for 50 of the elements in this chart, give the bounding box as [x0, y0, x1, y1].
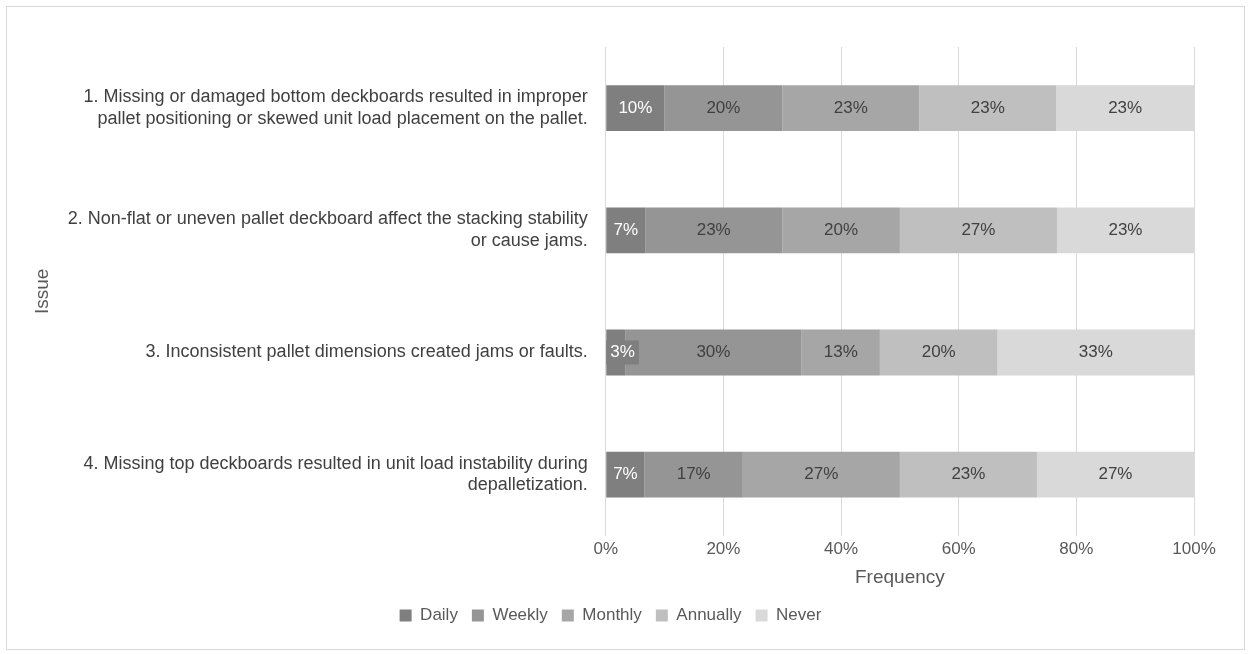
data-label: 23%	[1108, 219, 1143, 239]
data-label: 20%	[706, 97, 741, 117]
data-label: 33%	[1078, 342, 1113, 362]
bar	[801, 329, 880, 376]
data-label: 23%	[833, 97, 868, 117]
legend-label: Daily	[420, 605, 459, 625]
x-tick-label: 0%	[593, 538, 619, 558]
bar	[742, 451, 900, 498]
bar	[664, 85, 783, 132]
data-label: 13%	[823, 342, 858, 362]
data-label: 27%	[1098, 464, 1133, 484]
data-label: 27%	[804, 464, 839, 484]
bar	[606, 451, 645, 498]
x-tick-label: 60%	[941, 538, 976, 558]
bar	[645, 207, 783, 254]
data-label: 23%	[970, 97, 1005, 117]
data-label: 23%	[951, 464, 986, 484]
legend-label: Never	[776, 605, 822, 625]
bar	[606, 85, 665, 132]
y-tick-label: 2. Non-flat or uneven pallet deckboard affect the stacking stability or cause jams.	[67, 208, 588, 251]
legend-label: Weekly	[492, 605, 549, 625]
legend-label: Annually	[676, 605, 743, 625]
x-tick-label: 80%	[1059, 538, 1094, 558]
data-label: 20%	[921, 342, 956, 362]
bar	[919, 85, 1057, 132]
x-axis-title: Frequency	[854, 565, 946, 587]
x-tick-label: 40%	[824, 538, 859, 558]
x-tick-label: 20%	[706, 538, 741, 558]
data-label: 10%	[618, 97, 653, 117]
data-label: 7%	[613, 464, 638, 484]
bar	[606, 207, 646, 254]
bar	[644, 451, 743, 498]
bar	[879, 329, 998, 376]
data-label: 7%	[613, 219, 639, 239]
data-label: 20%	[824, 219, 859, 239]
data-label: 23%	[1108, 97, 1143, 117]
bar	[782, 85, 920, 132]
data-label: 30%	[696, 342, 731, 362]
bar	[899, 451, 1037, 498]
x-tick-label: 100%	[1172, 538, 1216, 558]
y-axis-title: Issue	[30, 268, 52, 315]
bar	[782, 207, 900, 254]
y-tick-label: 3. Inconsistent pallet dimensions created jams or faults.	[145, 341, 588, 362]
y-tick-label: 4. Missing top deckboards resulted in unit load instability during depalletization.	[83, 452, 588, 495]
data-label: 17%	[676, 464, 711, 484]
data-label: 27%	[961, 219, 996, 239]
bar	[899, 207, 1057, 254]
y-tick-label: 1. Missing or damaged bottom deckboards resulted in improper pallet positioning or skewed unit load placement on the pallet.	[83, 86, 588, 128]
data-label: 23%	[696, 219, 731, 239]
legend-label: Monthly	[582, 605, 643, 625]
